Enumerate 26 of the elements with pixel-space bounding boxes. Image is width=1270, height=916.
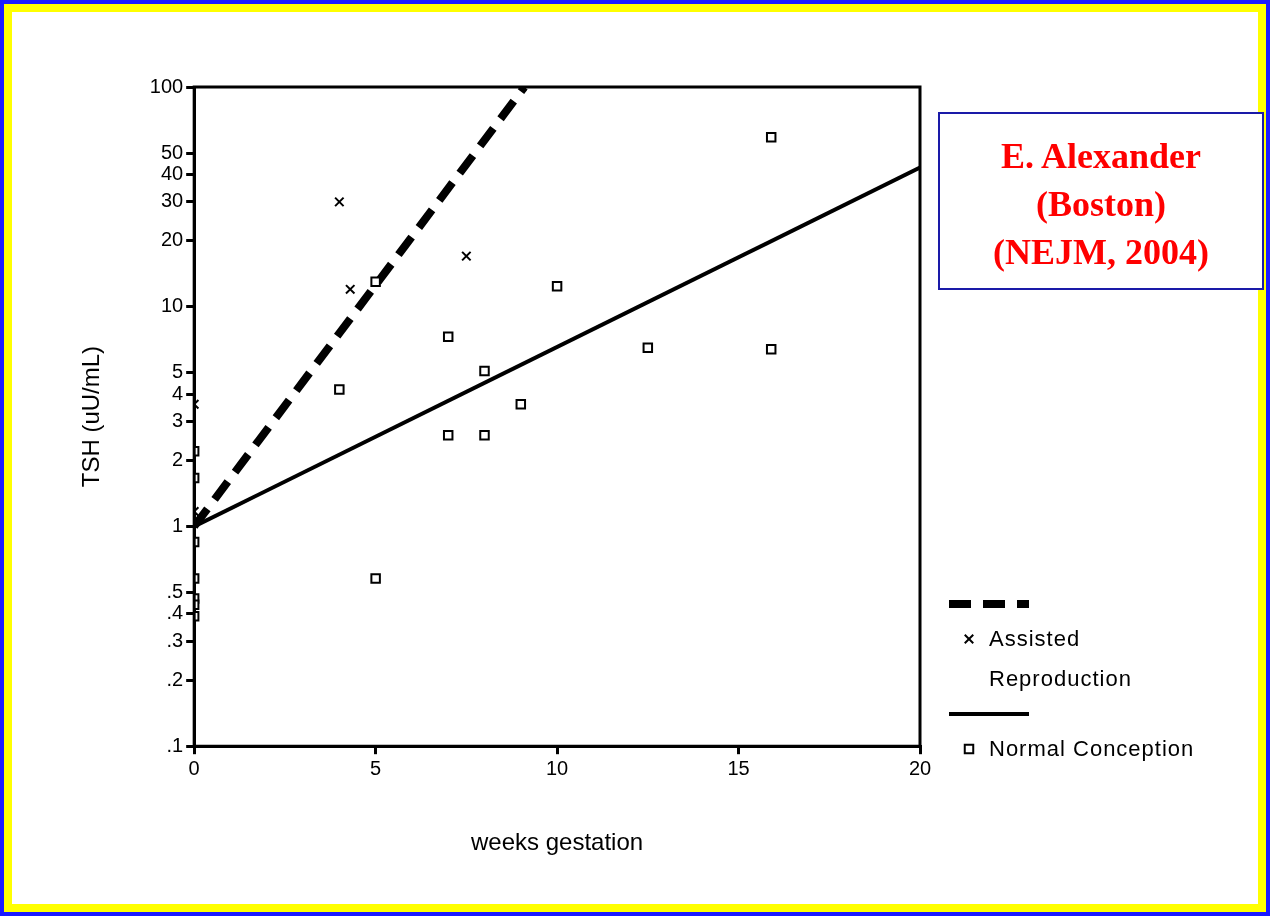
y-tick-label: 3 (172, 409, 184, 432)
y-tick-label: 20 (160, 228, 184, 251)
y-tick-label: .4 (166, 601, 184, 624)
text: E. Alexander (Boston) (NEJM, 2004) (938, 112, 1264, 290)
legend-label: Normal Conception (989, 735, 1195, 763)
y-tick-label: 2 (172, 447, 184, 470)
y-tick-label: 4 (172, 381, 184, 404)
legend-label: Assisted Reproduction (989, 625, 1133, 693)
y-tick-label: .1 (166, 733, 184, 756)
x-tick-label: 10 (545, 756, 569, 779)
y-tick-label: 30 (160, 189, 184, 212)
y-axis-title: TSH (uU/mL) (77, 345, 105, 488)
x-tick-label: 0 (188, 756, 200, 779)
y-tick-label: .5 (166, 580, 184, 603)
y-tick-label: 1 (172, 513, 184, 536)
y-tick-label: .3 (166, 628, 184, 651)
y-tick-label: 50 (160, 140, 184, 163)
x-tick-label: 5 (370, 756, 382, 779)
y-tick-label: 5 (172, 360, 184, 383)
x-tick-label: 20 (908, 756, 932, 779)
y-tick-label: 40 (160, 161, 184, 184)
x-tick-label: 15 (727, 756, 750, 779)
y-tick-label: .2 (166, 667, 184, 690)
y-tick-label: 100 (149, 74, 184, 97)
y-tick-label: 10 (160, 294, 184, 317)
x-axis-title: weeks gestation (470, 828, 644, 856)
